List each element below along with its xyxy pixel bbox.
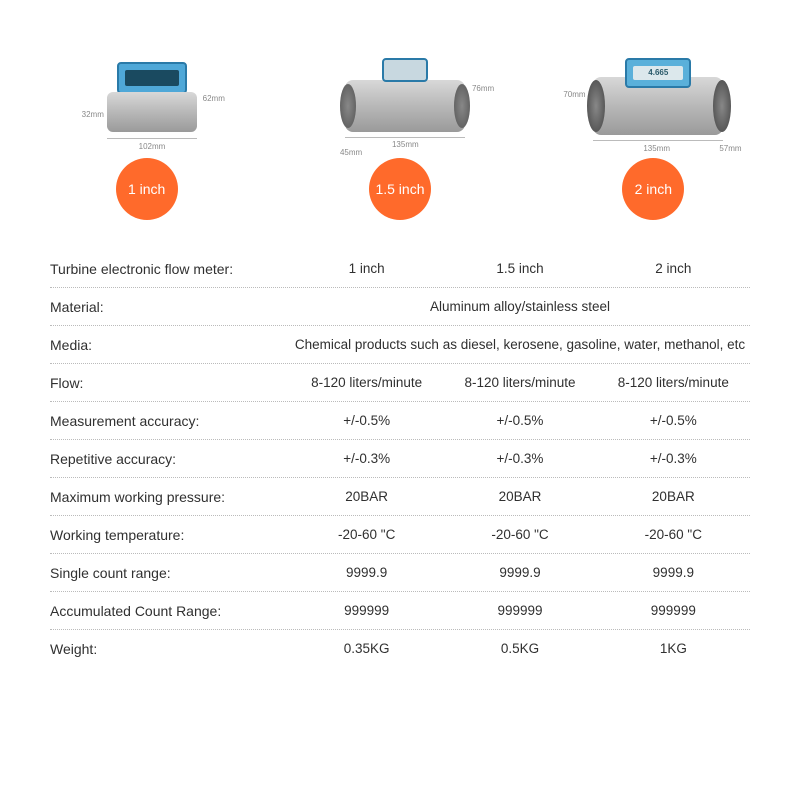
product-1inch: 32mm 62mm 102mm 1 inch [32,22,262,220]
spec-val: 999999 [290,603,443,618]
spec-label: Repetitive accuracy: [50,451,290,467]
spec-val: -20-60 "C [290,527,443,542]
spec-val: -20-60 "C [443,527,596,542]
spec-val: 0.35KG [290,641,443,656]
spec-label: Working temperature: [50,527,290,543]
spec-val: 9999.9 [443,565,596,580]
spec-values: 9999.99999.99999.9 [290,565,750,580]
spec-val: +/-0.3% [597,451,750,466]
dim-height-left: 70mm [563,90,585,99]
product-figure: 32mm 62mm 102mm [47,22,247,152]
spec-val: +/-0.3% [443,451,596,466]
spec-val: +/-0.5% [597,413,750,428]
spec-values: 8-120 liters/minute8-120 liters/minute8-… [290,375,750,390]
spec-val: 1KG [597,641,750,656]
meter-display [382,58,428,82]
spec-val: 20BAR [443,489,596,504]
meter-body [345,80,465,132]
spec-col-3: 2 inch [597,261,750,276]
pipe-end-right [454,84,470,128]
lcd-screen [125,70,179,86]
spec-val: +/-0.5% [443,413,596,428]
pipe-end-left [340,84,356,128]
spec-row: Weight:0.35KG0.5KG1KG [50,630,750,667]
spec-row: Accumulated Count Range:9999999999999999… [50,592,750,630]
spec-val: +/-0.5% [290,413,443,428]
dim-width: 135mm [643,144,670,153]
spec-label: Flow: [50,375,290,391]
product-figure: 4.665 70mm 135mm 57mm [553,22,753,152]
size-badge-label: 2 inch [635,181,672,197]
spec-row: Single count range:9999.99999.99999.9 [50,554,750,592]
spec-values: Aluminum alloy/stainless steel [290,299,750,314]
spec-row-header: Turbine electronic flow meter: 1 inch 1.… [50,250,750,288]
dim-depth: 57mm [719,144,741,153]
spec-val-merged: Chemical products such as diesel, kerose… [295,337,745,352]
spec-val: 999999 [443,603,596,618]
spec-val: 9999.9 [597,565,750,580]
spec-label: Single count range: [50,565,290,581]
spec-values: -20-60 "C-20-60 "C-20-60 "C [290,527,750,542]
pipe-end-right [713,80,731,132]
spec-val: 999999 [597,603,750,618]
spec-values: 0.35KG0.5KG1KG [290,641,750,656]
spec-val: 8-120 liters/minute [443,375,596,390]
product-1-5inch: 76mm 135mm 45mm 1.5 inch [285,22,515,220]
spec-values: 20BAR20BAR20BAR [290,489,750,504]
dim-width: 102mm [139,142,166,151]
spec-values: +/-0.3%+/-0.3%+/-0.3% [290,451,750,466]
spec-col-1: 1 inch [290,261,443,276]
spec-row: Material: Aluminum alloy/stainless steel [50,288,750,326]
dim-height-right: 62mm [203,94,225,103]
spec-header-cols: 1 inch 1.5 inch 2 inch [290,261,750,276]
spec-val: 8-120 liters/minute [597,375,750,390]
meter-body [107,92,197,132]
spec-val: 20BAR [290,489,443,504]
spec-label: Weight: [50,641,290,657]
size-badge: 1 inch [116,158,178,220]
spec-col-2: 1.5 inch [443,261,596,276]
spec-val: 8-120 liters/minute [290,375,443,390]
spec-row: Working temperature:-20-60 "C-20-60 "C-2… [50,516,750,554]
size-badge-label: 1 inch [128,181,165,197]
spec-values: 999999999999999999 [290,603,750,618]
spec-row: Media: Chemical products such as diesel, … [50,326,750,364]
spec-row: Maximum working pressure:20BAR20BAR20BAR [50,478,750,516]
spec-row: Measurement accuracy:+/-0.5%+/-0.5%+/-0.… [50,402,750,440]
spec-row: Repetitive accuracy:+/-0.3%+/-0.3%+/-0.3… [50,440,750,478]
dim-height-right: 76mm [472,84,494,93]
dim-width: 135mm [392,140,419,149]
spec-row: Flow:8-120 liters/minute8-120 liters/min… [50,364,750,402]
product-2inch: 4.665 70mm 135mm 57mm 2 inch [538,22,768,220]
spec-label: Media: [50,337,290,353]
size-badge: 1.5 inch [369,158,431,220]
spec-label: Accumulated Count Range: [50,603,290,619]
spec-label: Maximum working pressure: [50,489,290,505]
spec-val-merged: Aluminum alloy/stainless steel [430,299,610,314]
spec-val: +/-0.3% [290,451,443,466]
dim-height-left: 32mm [82,110,104,119]
spec-values: Chemical products such as diesel, kerose… [290,337,750,352]
product-figure: 76mm 135mm 45mm [300,22,500,152]
spec-values: +/-0.5%+/-0.5%+/-0.5% [290,413,750,428]
spec-val: -20-60 "C [597,527,750,542]
spec-val: 0.5KG [443,641,596,656]
products-row: 32mm 62mm 102mm 1 inch 76mm 135mm 45mm 1… [0,0,800,230]
size-badge: 2 inch [622,158,684,220]
dim-depth: 45mm [340,148,362,157]
spec-val: 9999.9 [290,565,443,580]
size-badge-label: 1.5 inch [375,181,424,197]
spec-label: Material: [50,299,290,315]
spec-header-label: Turbine electronic flow meter: [50,261,290,277]
spec-table: Turbine electronic flow meter: 1 inch 1.… [0,230,800,677]
spec-val: 20BAR [597,489,750,504]
lcd-screen: 4.665 [633,66,683,80]
spec-label: Measurement accuracy: [50,413,290,429]
